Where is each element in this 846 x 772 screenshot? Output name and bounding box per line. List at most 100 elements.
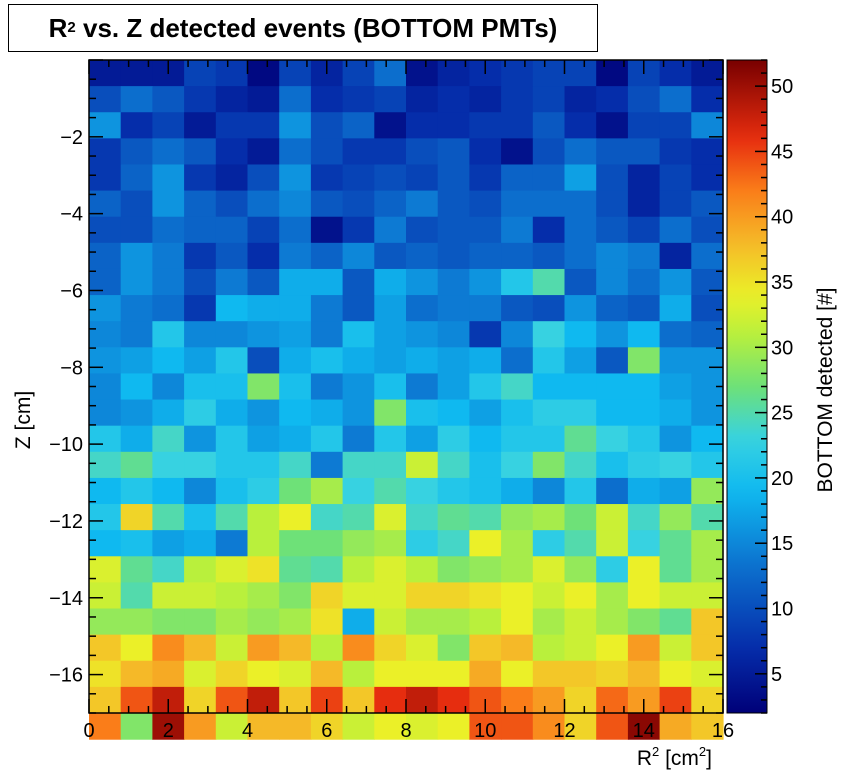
x-tick-label: 2 <box>163 720 174 742</box>
heatmap-cell <box>184 347 217 375</box>
heatmap-cell <box>184 634 217 662</box>
heatmap-cell <box>596 477 629 505</box>
heatmap-cell <box>120 660 153 688</box>
heatmap-cell <box>437 112 470 139</box>
heatmap-cell <box>437 660 470 688</box>
heatmap-cell <box>342 660 375 688</box>
heatmap-cell <box>564 190 597 218</box>
heatmap-cell <box>215 295 249 322</box>
heatmap-cell <box>89 425 122 453</box>
heatmap-cell <box>691 321 724 348</box>
heatmap-cell <box>310 321 344 348</box>
heatmap-cell <box>596 713 629 740</box>
heatmap-cell <box>627 556 661 583</box>
heatmap-cell <box>279 60 312 87</box>
heatmap-cell <box>406 660 439 688</box>
heatmap-cell <box>247 477 280 505</box>
heatmap-cell <box>184 451 217 479</box>
heatmap-cell <box>215 86 249 113</box>
heatmap-cell <box>152 86 185 113</box>
heatmap-cell <box>215 216 249 244</box>
z-tick-label: 40 <box>771 207 793 229</box>
heatmap-cell <box>627 347 661 375</box>
heatmap-cell <box>89 86 122 113</box>
heatmap-cell <box>627 86 661 113</box>
heatmap-cell <box>406 138 439 166</box>
heatmap-cell <box>342 60 375 87</box>
heatmap-cell <box>596 504 629 531</box>
heatmap-cell <box>596 425 629 453</box>
z-tick-label: 10 <box>771 599 793 621</box>
heatmap-cell <box>152 660 185 688</box>
heatmap-cell <box>152 425 185 453</box>
heatmap-cell <box>310 582 344 610</box>
heatmap-cell <box>152 295 185 322</box>
heatmap-cell <box>374 451 407 479</box>
heatmap-cell <box>691 112 724 139</box>
heatmap-cell <box>437 321 470 348</box>
heatmap-cell <box>659 242 692 270</box>
heatmap-cell <box>342 112 375 139</box>
heatmap-cell <box>501 608 534 636</box>
heatmap-cell <box>374 347 407 375</box>
heatmap-cell <box>342 399 375 427</box>
z-tick-label: 50 <box>771 76 793 98</box>
heatmap-cell <box>627 477 661 505</box>
heatmap-cell <box>342 608 375 636</box>
heatmap-cell <box>437 242 470 270</box>
heatmap-cell <box>532 373 566 401</box>
heatmap-cell <box>247 321 280 348</box>
heatmap-cell <box>532 582 566 610</box>
heatmap-cell <box>215 242 249 270</box>
heatmap-cell <box>374 60 407 87</box>
heatmap-cell <box>152 477 185 505</box>
heatmap-cell <box>596 451 629 479</box>
heatmap-cell <box>374 477 407 505</box>
heatmap-cell <box>406 86 439 113</box>
heatmap-cell <box>406 713 439 740</box>
heatmap-cell <box>120 190 153 218</box>
heatmap-cell <box>310 216 344 244</box>
heatmap-cell <box>152 634 185 662</box>
heatmap-cell <box>501 295 534 322</box>
heatmap-cell <box>120 713 153 740</box>
heatmap-cell <box>501 530 534 557</box>
heatmap-cell <box>310 295 344 322</box>
heatmap-cell <box>152 347 185 375</box>
heatmap-cell <box>469 713 502 740</box>
heatmap-cell <box>406 216 439 244</box>
heatmap-cell <box>596 399 629 427</box>
heatmap-cell <box>437 164 470 192</box>
heatmap-cell <box>469 399 502 427</box>
heatmap-cell <box>532 451 566 479</box>
heatmap-cell <box>596 556 629 583</box>
heatmap-cell <box>659 138 692 166</box>
heatmap-cell <box>532 112 566 139</box>
y-tick-label: −2 <box>60 127 83 149</box>
heatmap-cell <box>564 399 597 427</box>
heatmap-cell <box>406 425 439 453</box>
heatmap-cell <box>310 660 344 688</box>
heatmap-cell <box>184 660 217 688</box>
heatmap-cell <box>279 477 312 505</box>
heatmap-cell <box>659 164 692 192</box>
heatmap-cell <box>501 242 534 270</box>
heatmap-cell <box>342 582 375 610</box>
x-tick-label: 4 <box>242 720 253 742</box>
heatmap-cell <box>342 86 375 113</box>
heatmap-cell <box>279 347 312 375</box>
heatmap-cell <box>564 425 597 453</box>
heatmap-cell <box>469 634 502 662</box>
heatmap-cell <box>564 556 597 583</box>
heatmap-cell <box>691 634 724 662</box>
heatmap-cell <box>215 634 249 662</box>
heatmap-cell <box>184 373 217 401</box>
heatmap-cell <box>469 164 502 192</box>
heatmap-cell <box>374 399 407 427</box>
heatmap-cell <box>437 582 470 610</box>
heatmap-cell <box>279 295 312 322</box>
heatmap-cell <box>564 451 597 479</box>
heatmap-cell <box>596 295 629 322</box>
heatmap-cell <box>501 268 534 296</box>
heatmap-cell <box>437 477 470 505</box>
